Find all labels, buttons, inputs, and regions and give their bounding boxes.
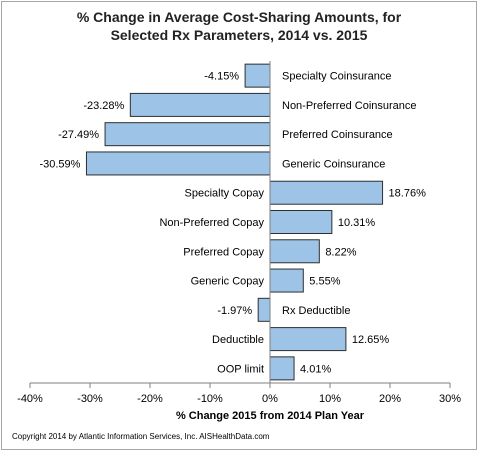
data-label: 10.31% — [338, 217, 376, 229]
bar — [269, 356, 295, 381]
category-label: Non-Preferred Coinsurance — [282, 100, 417, 112]
data-label: -27.49% — [58, 129, 99, 141]
data-label: 8.22% — [325, 246, 356, 258]
bar — [257, 297, 271, 322]
x-tick-label: 20% — [379, 393, 401, 405]
bar — [269, 210, 333, 234]
bar — [269, 268, 304, 293]
category-label: Generic Coinsurance — [282, 158, 385, 170]
category-label: Specialty Coinsurance — [282, 71, 391, 83]
category-label: Specialty Copay — [185, 188, 265, 200]
data-label: 4.01% — [300, 363, 331, 375]
category-label: Deductible — [212, 334, 264, 346]
bar — [269, 180, 384, 205]
x-tick-label: -10% — [197, 393, 223, 405]
x-tick-label: 30% — [439, 393, 461, 405]
category-label: Preferred Copay — [183, 246, 264, 258]
category-label: Non-Preferred Copay — [159, 217, 264, 229]
bar — [85, 151, 271, 176]
chart-title-line-2: Selected Rx Parameters, 2014 vs. 2015 — [110, 27, 368, 43]
category-label: Rx Deductible — [282, 305, 350, 317]
x-tick-label: -30% — [77, 393, 103, 405]
category-label: Preferred Coinsurance — [282, 129, 393, 141]
x-tick-label: -40% — [17, 393, 43, 405]
bar — [269, 327, 347, 352]
data-label: -1.97% — [217, 305, 252, 317]
category-label: OOP limit — [217, 363, 264, 375]
x-tick-label: -20% — [137, 393, 163, 405]
data-label: -4.15% — [204, 71, 239, 83]
bar — [269, 239, 320, 264]
x-tick-label: 0% — [262, 393, 278, 405]
bar — [129, 92, 271, 117]
chart-title: % Change in Average Cost-Sharing Amounts… — [0, 8, 478, 44]
category-label: Generic Copay — [191, 276, 265, 288]
bar — [244, 63, 271, 88]
data-label: -30.59% — [39, 158, 80, 170]
data-label: 5.55% — [309, 276, 340, 288]
chart-title-line-1: % Change in Average Cost-Sharing Amounts… — [76, 9, 402, 25]
copyright-note: Copyright 2014 by Atlantic Information S… — [12, 432, 270, 441]
data-label: 12.65% — [352, 334, 390, 346]
data-label: 18.76% — [389, 188, 427, 200]
data-label: -23.28% — [83, 100, 124, 112]
x-axis-label: % Change 2015 from 2014 Plan Year — [176, 410, 365, 422]
bar — [104, 122, 271, 147]
x-tick-label: 10% — [319, 393, 341, 405]
